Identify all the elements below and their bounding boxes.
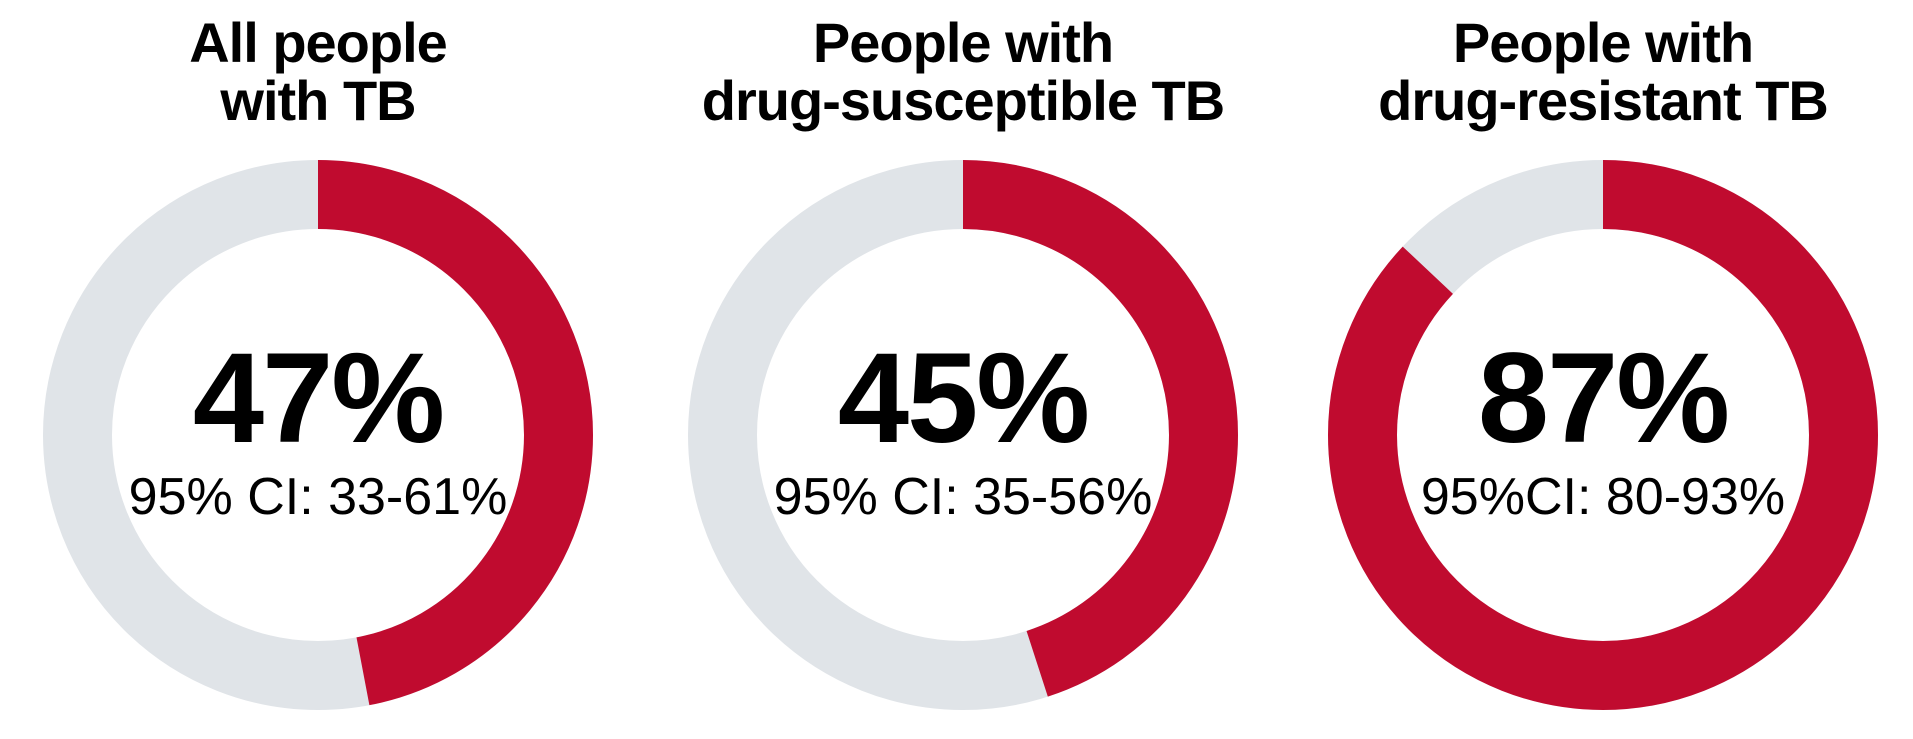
donut-ring: 45% 95% CI: 35-56% <box>688 160 1238 710</box>
chart-title: People with drug-susceptible TB <box>603 11 1323 133</box>
donut-value-arc <box>688 160 1238 710</box>
donut-ring: 47% 95% CI: 33-61% <box>43 160 593 710</box>
chart-title-line-1: People with <box>812 11 1114 74</box>
chart-title: People with drug-resistant TB <box>1243 11 1913 133</box>
chart-title-line-1: People with <box>1452 11 1754 74</box>
chart-title-line-2: drug-susceptible TB <box>701 69 1225 133</box>
chart-title-line-1: All people <box>189 11 448 74</box>
donut-ring: 87% 95%CI: 80-93% <box>1328 160 1878 710</box>
donut-chart-drug-susceptible-tb: People with drug-susceptible TB 45% 95% … <box>688 0 1238 739</box>
donut-svg <box>43 160 593 710</box>
chart-title-line-2: with TB <box>220 69 416 133</box>
donut-svg <box>688 160 1238 710</box>
chart-title-line-2: drug-resistant TB <box>1378 69 1829 133</box>
chart-title: All people with TB <box>0 11 678 133</box>
donut-value-arc <box>43 160 593 710</box>
donut-chart-drug-resistant-tb: People with drug-resistant TB 87% 95%CI:… <box>1328 0 1878 739</box>
donut-value-arc <box>1328 160 1878 710</box>
donut-chart-all-tb: All people with TB 47% 95% CI: 33-61% <box>43 0 593 739</box>
donut-svg <box>1328 160 1878 710</box>
